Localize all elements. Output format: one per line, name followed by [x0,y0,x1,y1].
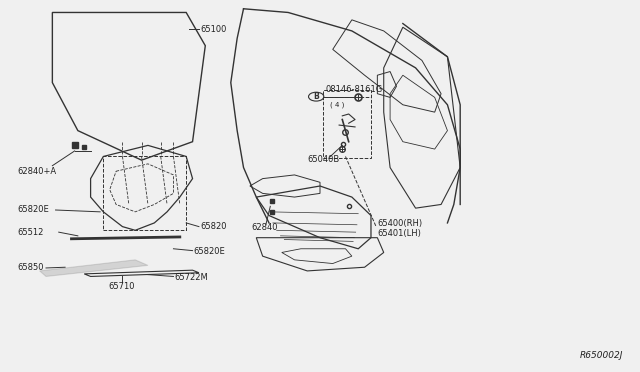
Text: 65820E: 65820E [17,205,49,215]
Bar [103,157,186,230]
Text: 65040B: 65040B [307,155,339,164]
Text: 65820E: 65820E [194,247,225,256]
Text: 08146-8161G: 08146-8161G [325,85,382,94]
Text: 65512: 65512 [17,228,44,237]
Bar [323,90,371,158]
Polygon shape [40,260,148,276]
Text: 65710: 65710 [108,282,135,291]
Text: 65401(LH): 65401(LH) [378,229,421,238]
Text: 65820: 65820 [200,222,227,231]
Text: R650002J: R650002J [579,350,623,359]
Text: 62840+A: 62840+A [17,167,56,176]
Text: 65850: 65850 [17,263,44,272]
Text: 65400(RH): 65400(RH) [378,219,422,228]
Text: 65722M: 65722M [175,273,209,282]
Text: 65100: 65100 [200,25,227,33]
Text: 62840: 62840 [252,223,278,232]
Text: ( 4 ): ( 4 ) [330,102,344,108]
Text: B: B [314,92,319,101]
